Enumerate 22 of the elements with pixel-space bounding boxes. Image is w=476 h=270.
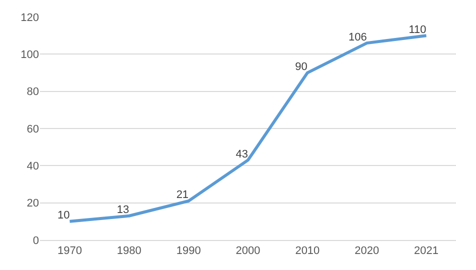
x-tick-label: 1980 bbox=[116, 245, 142, 258]
y-tick-label: 20 bbox=[26, 198, 39, 210]
y-tick-label: 60 bbox=[26, 123, 39, 136]
x-tick-label: 2021 bbox=[414, 245, 439, 258]
data-label: 43 bbox=[236, 148, 248, 160]
y-tick-label: 0 bbox=[32, 234, 39, 247]
x-tick-label: 2010 bbox=[295, 245, 320, 258]
data-label: 21 bbox=[176, 189, 189, 202]
line-series bbox=[68, 34, 428, 223]
y-tick-label: 80 bbox=[26, 86, 39, 98]
data-label: 10 bbox=[57, 210, 70, 222]
data-label: 110 bbox=[408, 24, 426, 36]
x-tick-label: 2020 bbox=[354, 245, 380, 258]
y-tick-label: 40 bbox=[26, 160, 39, 173]
y-tick-label: 120 bbox=[20, 12, 39, 24]
data-label: 106 bbox=[348, 31, 367, 44]
data-label: 90 bbox=[295, 61, 308, 73]
x-tick-label: 1990 bbox=[176, 245, 201, 258]
data-label: 13 bbox=[116, 204, 130, 216]
y-tick-label: 100 bbox=[20, 49, 39, 62]
x-tick-label: 2000 bbox=[236, 245, 260, 258]
x-tick-label: 1970 bbox=[57, 245, 82, 258]
